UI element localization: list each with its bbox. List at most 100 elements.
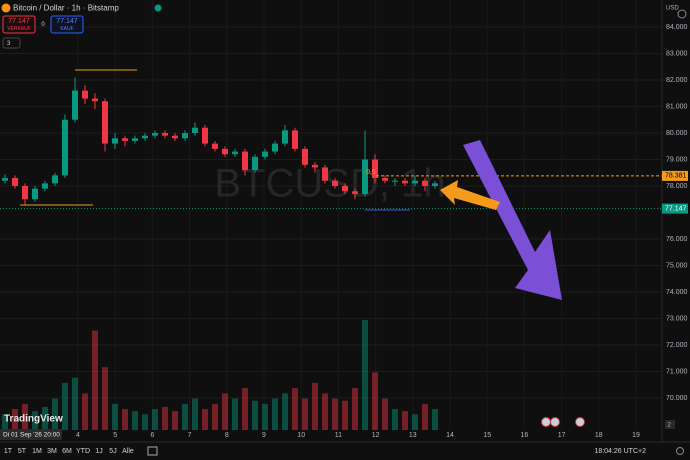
volume-bar: [392, 409, 398, 430]
sell-label[interactable]: VERKAUF: [7, 26, 31, 32]
x-tick-label: 16: [521, 432, 529, 439]
candle-body: [62, 119, 68, 176]
candle-body: [372, 159, 378, 179]
candle-body: [242, 151, 248, 171]
buy-button[interactable]: [50, 15, 84, 34]
candle-body: [432, 183, 438, 186]
volume-bar: [302, 398, 308, 430]
pane-badge: 2: [668, 423, 672, 429]
x-tick-label: 7: [188, 432, 192, 439]
candle-body: [92, 98, 98, 102]
settings-icon[interactable]: [677, 9, 687, 19]
x-tick-label: 14: [446, 432, 454, 439]
x-tick-label: Di 01 Sep '26 20:00: [3, 432, 60, 439]
range-button[interactable]: 1M: [32, 448, 42, 455]
candle-body: [322, 167, 328, 181]
y-tick-label: 80.000: [666, 130, 688, 137]
buy-price[interactable]: 77.147: [56, 18, 78, 25]
event-icon[interactable]: [575, 417, 585, 427]
y-tick-label: 83.000: [666, 50, 688, 57]
y-tick-label: 76.000: [666, 236, 688, 243]
buy-label[interactable]: KAUF: [60, 26, 73, 32]
volume-bar: [62, 382, 68, 430]
candle-body: [182, 133, 188, 139]
volume-bar: [142, 414, 148, 430]
candle-body: [402, 180, 408, 184]
candle-body: [382, 178, 388, 181]
candle-body: [342, 186, 348, 192]
candle-body: [232, 151, 238, 155]
candle-body: [192, 127, 198, 133]
candle-body: [72, 90, 78, 120]
volume-bar: [332, 398, 338, 430]
volume-bar: [32, 411, 38, 430]
x-tick-label: 13: [409, 432, 417, 439]
logo: TradingView: [4, 414, 63, 425]
volume-bar: [342, 400, 348, 430]
volume-bar: [212, 403, 218, 430]
x-tick-label: 8: [225, 432, 229, 439]
candle-body: [252, 156, 258, 171]
candle-body: [352, 191, 358, 194]
candle-body: [292, 130, 298, 149]
event-icon[interactable]: [550, 417, 560, 427]
volume-bar: [262, 403, 268, 430]
indicator-toggle[interactable]: [2, 37, 21, 49]
symbol-title: Bitcoin / Dollar · 1h · Bitstamp: [13, 4, 119, 13]
range-button[interactable]: 3M: [47, 448, 57, 455]
y-tick-label: 75.000: [666, 262, 688, 269]
range-button[interactable]: 1T: [4, 448, 13, 455]
candle-body: [302, 148, 308, 165]
x-tick-label: 12: [372, 432, 380, 439]
candle-body: [122, 138, 128, 141]
range-button[interactable]: 5J: [109, 448, 116, 455]
volume-bar: [2, 414, 8, 430]
candle-body: [262, 151, 268, 157]
orange-arrow: [440, 180, 500, 210]
x-tick-label: 17: [558, 432, 566, 439]
candle-body: [22, 186, 28, 200]
indicator-count[interactable]: 3: [7, 41, 11, 47]
calendar-icon[interactable]: [147, 446, 158, 456]
volume-bar: [152, 409, 158, 430]
range-button[interactable]: 6M: [62, 448, 72, 455]
range-button[interactable]: 1J: [95, 448, 102, 455]
range-button[interactable]: 5T: [18, 448, 27, 455]
volume-bar: [372, 372, 378, 430]
purple-arrow: [463, 140, 562, 300]
volume-bar: [42, 406, 48, 430]
candle-body: [362, 159, 368, 194]
x-tick-label: 18: [595, 432, 603, 439]
price-axis: [662, 0, 690, 442]
x-tick-label: 9: [262, 432, 266, 439]
event-icon[interactable]: [541, 417, 551, 427]
volume-bar: [412, 414, 418, 430]
candle-body: [172, 135, 178, 139]
y-tick-label: 81.000: [666, 103, 688, 110]
candle-body: [2, 178, 8, 181]
volume-bar: [352, 388, 358, 430]
volume-bar: [232, 398, 238, 430]
volume-bar: [132, 411, 138, 430]
volume-bar: [22, 403, 28, 430]
sell-button[interactable]: [2, 15, 36, 34]
volume-bar: [242, 388, 248, 430]
watermark: BTCUSD, 1h: [214, 162, 445, 206]
volume-bar: [182, 403, 188, 430]
candle-body: [422, 180, 428, 186]
range-button[interactable]: YTD: [76, 448, 90, 455]
candle-body: [202, 127, 208, 144]
volume-bar: [102, 367, 108, 430]
candle-body: [12, 178, 18, 186]
range-button[interactable]: Alle: [122, 448, 134, 455]
x-tick-label: 6: [150, 432, 154, 439]
footer-settings[interactable]: [676, 447, 684, 455]
candle-body: [132, 138, 138, 141]
currency[interactable]: USD: [666, 6, 679, 12]
volume-bar: [52, 398, 58, 430]
candle-body: [332, 180, 338, 186]
volume-bar: [202, 409, 208, 430]
sell-price[interactable]: 77.147: [8, 18, 30, 25]
y-tick-label: 74.000: [666, 289, 688, 296]
candle-body: [412, 180, 418, 184]
